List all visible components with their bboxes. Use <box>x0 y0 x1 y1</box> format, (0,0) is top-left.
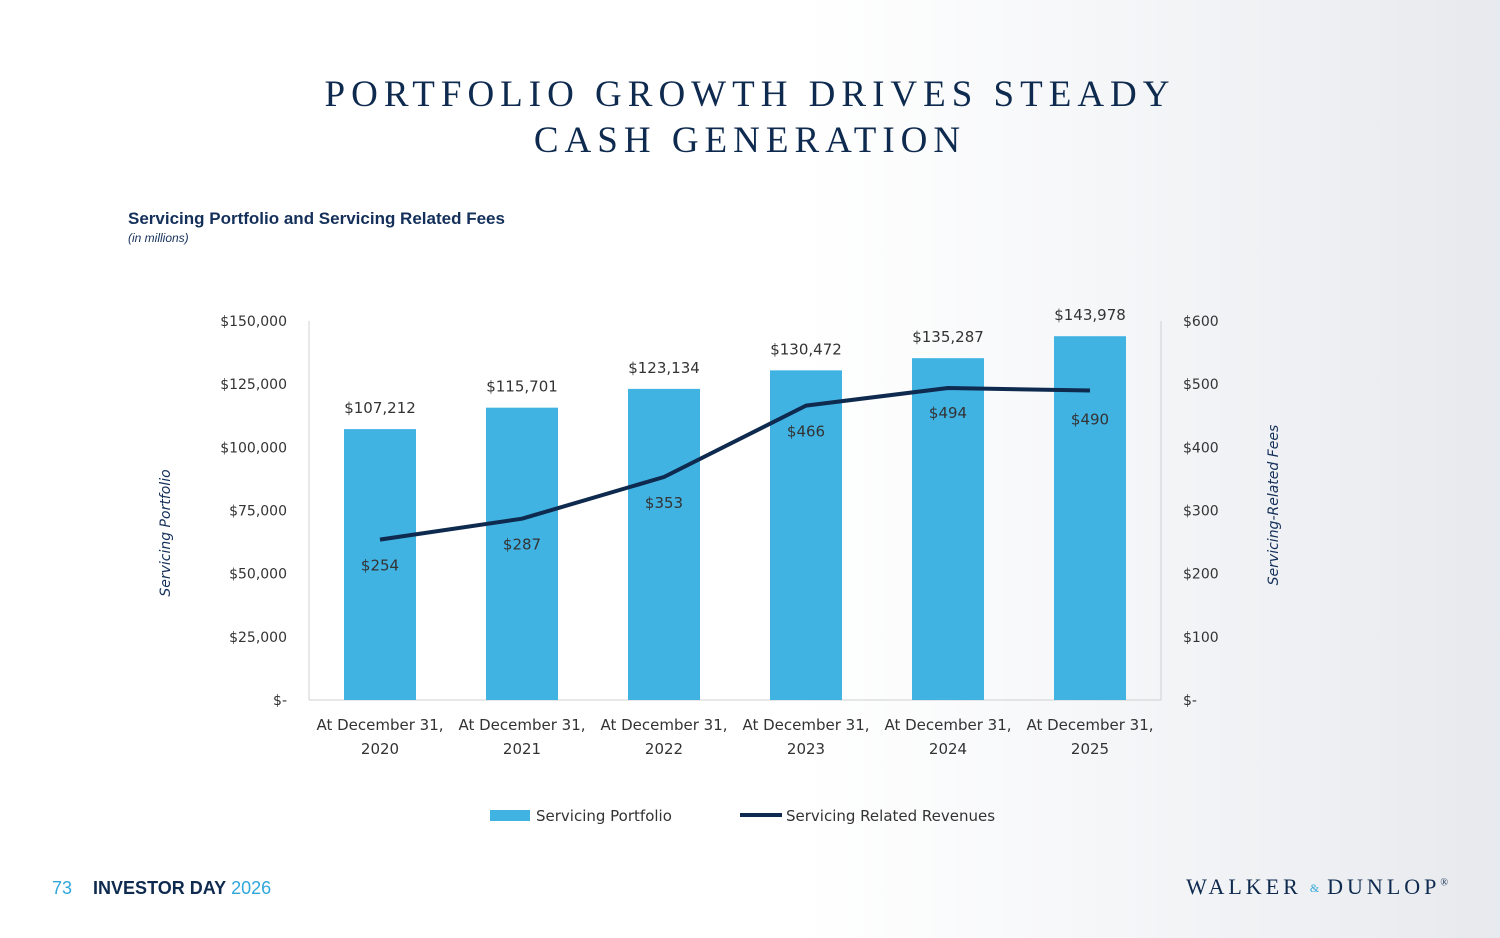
right-tick-label: $600 <box>1183 314 1219 330</box>
line-value-label: $490 <box>1071 410 1109 428</box>
line-value-label: $494 <box>929 404 967 422</box>
footer-label: INVESTOR DAY <box>93 878 227 898</box>
bar <box>912 358 984 700</box>
bar-series <box>344 336 1126 700</box>
footer-year: 2026 <box>231 878 272 898</box>
logo-registered-mark: ® <box>1440 877 1448 889</box>
page-number: 73 <box>52 878 73 898</box>
bar <box>486 407 558 700</box>
category-label: At December 31, <box>1026 716 1153 734</box>
left-tick-label: $150,000 <box>220 314 287 330</box>
left-axis-ticks: $- $25,000 $50,000 $75,000 $100,000 $125,000 $… <box>220 314 287 709</box>
chart-heading: Servicing Portfolio and Servicing Relate… <box>128 209 505 228</box>
line-data-labels: $254 $287 $353 $466 $494 $490 <box>361 404 1109 575</box>
bar-value-label: $107,212 <box>344 399 416 417</box>
left-tick-label: $- <box>273 693 287 709</box>
logo-word-right: DUNLOP <box>1327 874 1441 899</box>
line-value-label: $287 <box>503 536 541 554</box>
category-label: 2020 <box>361 740 399 758</box>
bar-value-label: $130,472 <box>770 340 842 358</box>
right-axis-title: Servicing-Related Fees <box>1266 425 1282 586</box>
line-value-label: $353 <box>645 494 683 512</box>
category-label: 2021 <box>503 740 541 758</box>
left-tick-label: $50,000 <box>229 567 287 583</box>
category-label: 2025 <box>1071 740 1109 758</box>
left-axis-title: Servicing Portfolio <box>158 469 174 596</box>
logo-ampersand: & <box>1309 881 1320 896</box>
right-tick-label: $200 <box>1183 567 1219 583</box>
bar-value-label: $115,701 <box>486 378 558 396</box>
category-label: 2022 <box>645 740 683 758</box>
category-labels: At December 31, 2020 At December 31, 2021 At… <box>316 716 1153 758</box>
line-value-label: $466 <box>787 423 825 441</box>
legend-bar-swatch <box>490 810 530 821</box>
category-label: 2024 <box>929 740 967 758</box>
left-tick-label: $125,000 <box>220 377 287 393</box>
bar <box>628 388 700 700</box>
bar-value-label: $123,134 <box>628 359 700 377</box>
line-value-label: $254 <box>361 557 399 575</box>
category-label: 2023 <box>787 740 825 758</box>
bar <box>1054 336 1126 700</box>
right-tick-label: $400 <box>1183 440 1219 456</box>
servicing-related-revenues-line <box>379 386 1091 542</box>
logo-word-left: WALKER <box>1186 874 1302 899</box>
category-label: At December 31, <box>458 716 585 734</box>
walker-dunlop-logo: WALKER & DUNLOP® <box>1186 874 1448 900</box>
bar-data-labels: $107,212 $115,701 $123,134 $130,472 $135,287… <box>344 306 1126 417</box>
footer: 73 INVESTOR DAY 2026 <box>52 878 271 899</box>
slide-title-line-2: CASH GENERATION <box>533 120 967 161</box>
chart-subheading: (in millions) <box>128 231 189 245</box>
slide-title-line-1: PORTFOLIO GROWTH DRIVES STEADY <box>324 74 1176 115</box>
left-tick-label: $75,000 <box>229 504 287 520</box>
right-tick-label: $- <box>1183 693 1197 709</box>
category-label: At December 31, <box>884 716 1011 734</box>
bar <box>770 370 842 700</box>
left-tick-label: $25,000 <box>229 630 287 646</box>
bar-value-label: $143,978 <box>1054 306 1126 324</box>
right-tick-label: $500 <box>1183 377 1219 393</box>
category-label: At December 31, <box>316 716 443 734</box>
bar <box>344 429 416 700</box>
left-tick-label: $100,000 <box>220 440 287 456</box>
category-label: At December 31, <box>742 716 869 734</box>
category-label: At December 31, <box>600 716 727 734</box>
slide-title: PORTFOLIO GROWTH DRIVES STEADY CASH GENE… <box>0 72 1500 164</box>
bar-value-label: $135,287 <box>912 328 984 346</box>
legend-bar-label: Servicing Portfolio <box>536 807 672 825</box>
right-axis-ticks: $- $100 $200 $300 $400 $500 $600 <box>1183 314 1219 709</box>
right-tick-label: $100 <box>1183 630 1219 646</box>
legend: Servicing Portfolio Servicing Related Re… <box>490 807 995 825</box>
legend-line-label: Servicing Related Revenues <box>786 807 995 825</box>
right-tick-label: $300 <box>1183 504 1219 520</box>
